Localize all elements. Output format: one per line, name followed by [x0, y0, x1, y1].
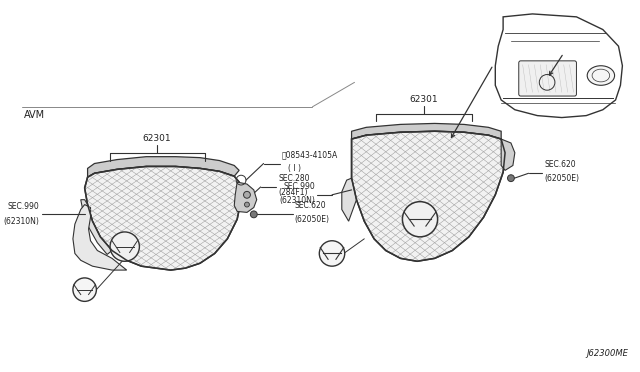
Text: SEC.990: SEC.990	[8, 202, 40, 211]
Circle shape	[250, 211, 257, 218]
Text: J62300ME: J62300ME	[586, 349, 628, 358]
Text: SEC.280: SEC.280	[278, 174, 310, 183]
Circle shape	[73, 278, 97, 301]
Polygon shape	[351, 131, 505, 261]
Circle shape	[508, 175, 515, 182]
Text: (62310N): (62310N)	[4, 217, 40, 226]
Circle shape	[319, 241, 345, 266]
Circle shape	[244, 202, 250, 207]
Ellipse shape	[588, 66, 614, 85]
Polygon shape	[73, 205, 127, 270]
Text: SEC.990: SEC.990	[284, 182, 316, 191]
Circle shape	[403, 202, 438, 237]
Polygon shape	[84, 166, 241, 270]
Text: (62050E): (62050E)	[295, 215, 330, 224]
Text: ( I ): ( I )	[288, 164, 301, 173]
Text: SEC.620: SEC.620	[544, 160, 576, 169]
Polygon shape	[501, 139, 515, 170]
Polygon shape	[342, 178, 356, 221]
Text: (62310N): (62310N)	[280, 196, 316, 205]
Polygon shape	[88, 157, 239, 177]
Circle shape	[244, 191, 250, 198]
Text: (62050E): (62050E)	[544, 174, 579, 183]
Circle shape	[110, 232, 140, 261]
Text: Ⓢ08543-4105A: Ⓢ08543-4105A	[281, 151, 337, 160]
Polygon shape	[84, 166, 241, 270]
Polygon shape	[351, 124, 501, 139]
Polygon shape	[81, 200, 112, 254]
Text: 62301: 62301	[143, 134, 172, 143]
Text: 62301: 62301	[410, 95, 438, 104]
FancyBboxPatch shape	[519, 61, 577, 96]
Text: (284F1): (284F1)	[278, 188, 308, 197]
Polygon shape	[234, 182, 257, 212]
Text: SEC.620: SEC.620	[295, 202, 326, 211]
Text: AVM: AVM	[24, 110, 45, 120]
